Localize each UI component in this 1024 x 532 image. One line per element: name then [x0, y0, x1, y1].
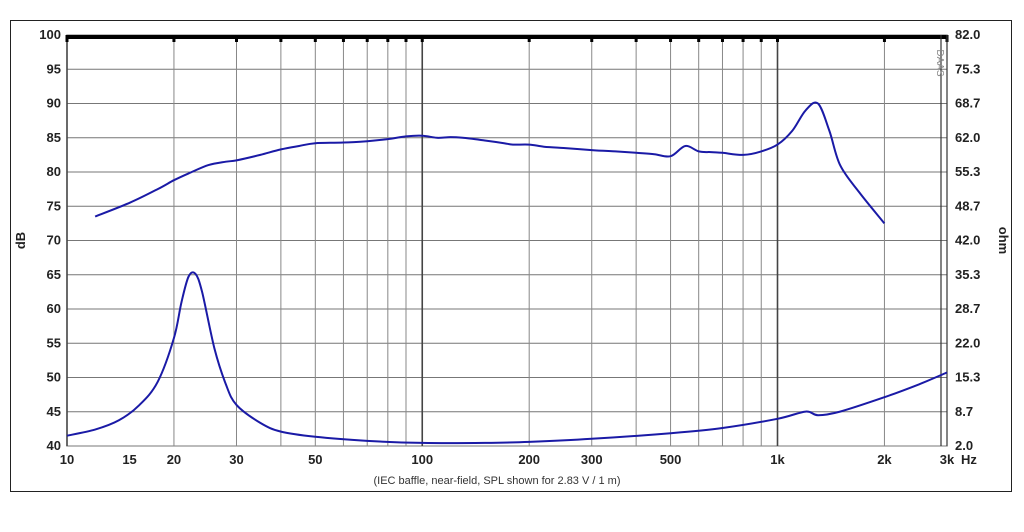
y2-tick-label: 48.7	[955, 198, 980, 213]
top-tick	[741, 35, 745, 42]
top-tick	[404, 35, 408, 42]
y2-tick-label: 75.3	[955, 61, 980, 76]
y-axis-label: dB	[13, 232, 28, 249]
top-tick	[759, 35, 763, 42]
chart-note: (IEC baffle, near-field, SPL shown for 2…	[373, 475, 620, 487]
y2-tick-label: 82.0	[955, 27, 980, 42]
chart-frame: 100 95 90 85 80 75 70 65 60 55 50 45 40 82.0 75.3 68.7 6…	[10, 20, 1012, 492]
top-tick	[590, 35, 594, 42]
y-tick-label: 60	[47, 301, 61, 316]
y2-tick-label: 22.0	[955, 335, 980, 350]
y-tick-label: 55	[47, 335, 61, 350]
x-axis-label: Hz	[961, 452, 977, 467]
y2-tick-label: 15.3	[955, 370, 980, 385]
spl-curve	[94, 101, 886, 225]
x-tick-label: 2k	[877, 452, 892, 467]
y2-tick-label: 2.0	[955, 438, 973, 453]
top-tick	[882, 35, 886, 42]
top-tick	[697, 35, 701, 42]
watermark: DAAS	[934, 49, 945, 77]
y2-tick-label: 62.0	[955, 130, 980, 145]
frequency-response-chart: 100 95 90 85 80 75 70 65 60 55 50 45 40 82.0 75.3 68.7 6…	[13, 27, 1011, 487]
x-tick-label: 300	[581, 452, 603, 467]
x-tick-label: 20	[167, 452, 181, 467]
y2-tick-label: 42.0	[955, 233, 980, 248]
x-tick-label: 500	[660, 452, 682, 467]
top-tick	[341, 35, 345, 42]
y-tick-label: 80	[47, 164, 61, 179]
y2-tick-label: 55.3	[955, 164, 980, 179]
y-tick-label: 70	[47, 233, 61, 248]
x-tick-label: 50	[308, 452, 322, 467]
x-tick-label: 3k	[940, 452, 955, 467]
top-tick	[386, 35, 390, 42]
top-tick	[172, 35, 176, 42]
y2-tick-label: 28.7	[955, 301, 980, 316]
y-tick-label: 50	[47, 370, 61, 385]
top-tick	[720, 35, 724, 42]
x-tick-label: 30	[229, 452, 243, 467]
x-tick-label: 200	[518, 452, 540, 467]
top-tick	[365, 35, 369, 42]
x-tick-label: 15	[122, 452, 136, 467]
y2-axis-label: ohm	[996, 227, 1011, 254]
y-tick-label: 65	[47, 267, 61, 282]
top-tick	[313, 35, 317, 42]
y-tick-label: 100	[39, 27, 61, 42]
y-tick-label: 45	[47, 404, 61, 419]
y-tick-label: 95	[47, 61, 61, 76]
y-tick-label: 85	[47, 130, 61, 145]
x-tick-label: 100	[411, 452, 433, 467]
y-tick-label: 40	[47, 438, 61, 453]
top-band	[67, 35, 947, 39]
impedance-curve	[66, 271, 948, 445]
y2-tick-label: 35.3	[955, 267, 980, 282]
y2-tick-label: 8.7	[955, 404, 973, 419]
y2-tick-label: 68.7	[955, 96, 980, 111]
x-tick-label: 10	[60, 452, 74, 467]
top-tick	[420, 35, 424, 42]
top-tick	[634, 35, 638, 42]
top-tick	[527, 35, 531, 42]
top-tick	[234, 35, 238, 42]
top-tick	[65, 35, 69, 42]
y-tick-label: 90	[47, 96, 61, 111]
top-tick	[279, 35, 283, 42]
top-tick	[776, 35, 780, 42]
x-tick-label: 1k	[770, 452, 785, 467]
top-tick	[669, 35, 673, 42]
y-tick-label: 75	[47, 198, 61, 213]
